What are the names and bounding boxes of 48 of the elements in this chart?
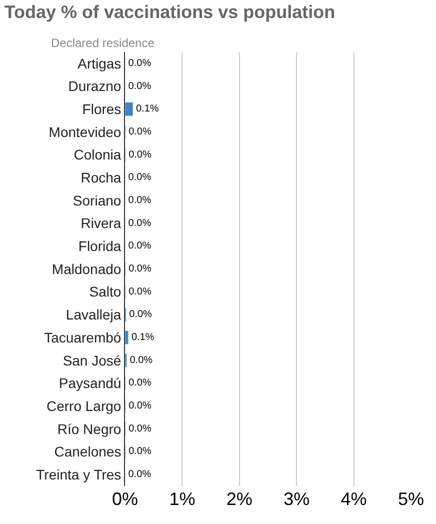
y-tick-label: Tacuarembó — [44, 329, 122, 346]
data-label: 0.1% — [131, 332, 154, 344]
y-tick-label: Río Negro — [57, 420, 122, 437]
data-label: 0.0% — [130, 354, 153, 366]
x-tick-label: 4% — [340, 489, 367, 509]
data-label: 0.0% — [128, 423, 152, 434]
data-label: 0.0% — [128, 218, 152, 229]
data-label: 0.0% — [128, 286, 152, 298]
y-tick-label: Rivera — [80, 215, 122, 232]
y-tick-label: Rocha — [80, 170, 122, 186]
x-tick-label: 5% — [398, 489, 424, 509]
y-tick-label: Durazno — [68, 78, 122, 94]
chart-title: Today % of vaccinations vs population — [4, 2, 336, 22]
y-tick-label: Montevideo — [48, 124, 122, 140]
y-tick-label: Lavalleja — [66, 306, 122, 323]
data-label: 0.0% — [128, 469, 152, 480]
data-label: 0.0% — [128, 446, 152, 458]
y-tick-label: Cerro Largo — [46, 398, 122, 414]
y-tick-label: Florida — [78, 238, 122, 254]
y-tick-label: Treinta y Tres — [36, 466, 122, 482]
data-label: 0.0% — [128, 240, 152, 252]
data-label: 0.0% — [128, 400, 152, 412]
data-label: 0.0% — [128, 80, 152, 92]
x-tick-label: 0% — [112, 489, 138, 509]
chart-subtitle: Declared residence — [51, 36, 155, 50]
x-tick-label: 1% — [169, 489, 196, 509]
bar — [125, 102, 134, 116]
y-tick-label: Colonia — [74, 146, 122, 163]
y-tick-label: Paysandú — [58, 375, 122, 392]
data-label: 0.0% — [128, 264, 152, 274]
data-label: 0.0% — [128, 172, 152, 184]
data-label: 0.0% — [128, 58, 152, 69]
data-label: 0.1% — [136, 104, 159, 115]
x-tick-label: 2% — [226, 489, 252, 509]
y-tick-label: Artigas — [78, 55, 122, 72]
y-tick-label: Canelones — [54, 444, 122, 460]
data-label: 0.0% — [128, 378, 152, 389]
data-label: 0.0% — [128, 149, 152, 160]
y-tick-label: Salto — [89, 284, 122, 300]
y-tick-label: Maldonado — [52, 260, 122, 277]
data-label: 0.0% — [128, 194, 152, 206]
data-label: 0.0% — [128, 126, 152, 138]
y-tick-label: Flores — [82, 101, 122, 118]
x-tick-label: 3% — [284, 489, 310, 509]
y-tick-label: San José — [62, 352, 122, 368]
bar — [125, 330, 129, 345]
data-label: 0.0% — [129, 309, 152, 320]
y-tick-label: Soriano — [72, 192, 122, 208]
